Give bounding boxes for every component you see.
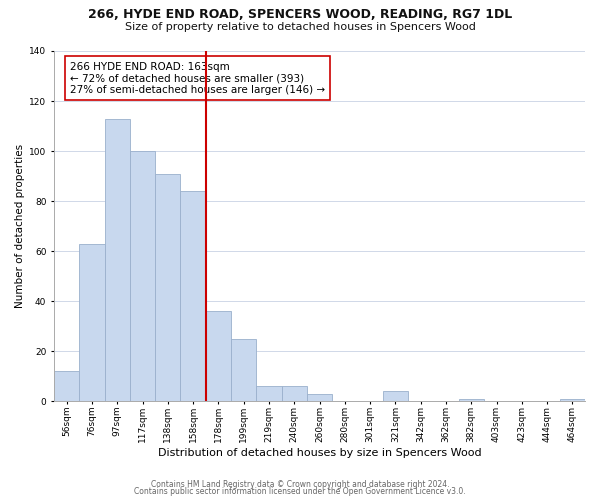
Bar <box>383 392 408 402</box>
Bar <box>181 191 206 402</box>
Text: Size of property relative to detached houses in Spencers Wood: Size of property relative to detached ho… <box>125 22 475 32</box>
Y-axis label: Number of detached properties: Number of detached properties <box>15 144 25 308</box>
Bar <box>79 244 104 402</box>
Bar <box>104 118 130 402</box>
Bar <box>54 372 79 402</box>
Bar <box>231 339 256 402</box>
Bar <box>458 399 484 402</box>
X-axis label: Distribution of detached houses by size in Spencers Wood: Distribution of detached houses by size … <box>158 448 481 458</box>
Bar <box>256 386 281 402</box>
Text: Contains HM Land Registry data © Crown copyright and database right 2024.: Contains HM Land Registry data © Crown c… <box>151 480 449 489</box>
Text: 266 HYDE END ROAD: 163sqm
← 72% of detached houses are smaller (393)
27% of semi: 266 HYDE END ROAD: 163sqm ← 72% of detac… <box>70 62 325 94</box>
Bar <box>307 394 332 402</box>
Text: Contains public sector information licensed under the Open Government Licence v3: Contains public sector information licen… <box>134 487 466 496</box>
Bar <box>560 399 585 402</box>
Bar <box>206 312 231 402</box>
Bar <box>130 151 155 402</box>
Bar <box>155 174 181 402</box>
Bar <box>281 386 307 402</box>
Text: 266, HYDE END ROAD, SPENCERS WOOD, READING, RG7 1DL: 266, HYDE END ROAD, SPENCERS WOOD, READI… <box>88 8 512 20</box>
